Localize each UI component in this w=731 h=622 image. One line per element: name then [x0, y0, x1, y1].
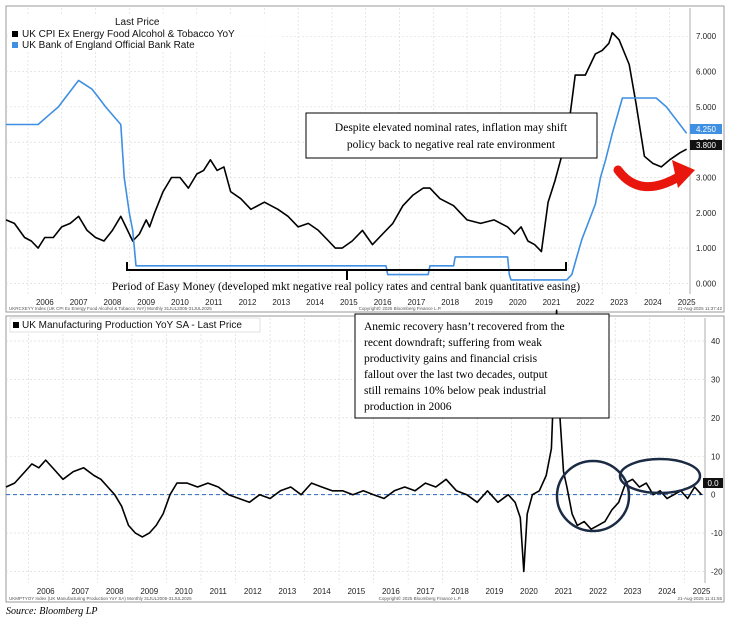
- y-tick-label: 1.000: [696, 244, 717, 253]
- footer-top-left: UKRCXEYY Index (UK CPI Ex Energy Food Al…: [9, 306, 212, 311]
- y-tick-label: 5.000: [696, 103, 717, 112]
- x-tick-label: 2021: [543, 298, 561, 307]
- x-tick-label: 2023: [624, 587, 642, 596]
- top-legend: Last Price UK CPI Ex Energy Food Alcohol…: [10, 16, 280, 52]
- bottom-chart-title: UK Manufacturing Production YoY SA - Las…: [22, 320, 242, 331]
- svg-text:policy back to negative real r: policy back to negative real rate enviro…: [347, 139, 556, 151]
- x-tick-label: 2007: [70, 298, 88, 307]
- last-value-bank-rate: 4.250: [690, 124, 722, 134]
- x-tick-label: 2015: [340, 298, 358, 307]
- x-tick-label: 2017: [417, 587, 435, 596]
- svg-text:Anemic recovery hasn’t recover: Anemic recovery hasn’t recovered from th…: [364, 321, 565, 333]
- easy-money-label: Period of Easy Money (developed mkt nega…: [112, 281, 580, 293]
- x-tick-label: 2012: [244, 587, 262, 596]
- legend-cpi: UK CPI Ex Energy Food Alcohol & Tobacco …: [22, 29, 235, 40]
- y-tick-label: 20: [711, 414, 720, 423]
- x-tick-label: 2013: [272, 298, 290, 307]
- x-tick-label: 2011: [210, 587, 228, 596]
- footer-bottom-right: 21-Aug-2025 11:41:55: [678, 596, 723, 601]
- x-tick-label: 2010: [171, 298, 189, 307]
- x-tick-label: 2013: [278, 587, 296, 596]
- legend-swatch-bank-rate: [12, 42, 18, 48]
- x-tick-label: 2018: [451, 587, 469, 596]
- y-tick-label: 0.000: [696, 279, 717, 288]
- y-tick-label: 0: [711, 491, 716, 500]
- x-tick-label: 2018: [441, 298, 459, 307]
- last-value-manufacturing: 0.0: [703, 478, 723, 488]
- x-tick-label: 2010: [175, 587, 193, 596]
- x-tick-label: 2020: [520, 587, 538, 596]
- x-tick-label: 2009: [137, 298, 155, 307]
- legend-swatch-cpi: [12, 31, 18, 37]
- svg-text:0.0: 0.0: [707, 479, 719, 488]
- manufacturing-annotation: Anemic recovery hasn’t recovered from th…: [354, 313, 610, 419]
- x-tick-label: 2024: [658, 587, 676, 596]
- ellipse-highlight-2022: [555, 459, 631, 533]
- x-tick-label: 2022: [576, 298, 594, 307]
- x-tick-label: 2007: [71, 587, 89, 596]
- easy-money-bracket: Period of Easy Money (developed mkt nega…: [112, 262, 580, 293]
- x-tick-label: 2019: [475, 298, 493, 307]
- y-tick-label: -20: [711, 567, 723, 576]
- x-tick-label: 2019: [486, 587, 504, 596]
- series-line-0: [5, 31, 687, 253]
- y-tick-label: 6.000: [696, 68, 717, 77]
- red-curved-arrow-icon: [613, 160, 695, 192]
- x-tick-label: 2006: [36, 298, 54, 307]
- svg-text:recent downdraft; suffering fr: recent downdraft; suffering from weak: [364, 337, 542, 349]
- y-tick-label: 40: [711, 337, 720, 346]
- y-tick-label: 30: [711, 375, 720, 384]
- x-tick-label: 2022: [589, 587, 607, 596]
- last-value-cpi: 3.800: [690, 140, 722, 150]
- x-tick-label: 2021: [555, 587, 573, 596]
- source-note: Source: Bloomberg LP: [6, 606, 97, 617]
- svg-text:3.800: 3.800: [696, 141, 717, 150]
- x-tick-label: 2016: [374, 298, 392, 307]
- y-tick-label: -10: [711, 529, 723, 538]
- x-tick-label: 2009: [140, 587, 158, 596]
- policy-annotation: Despite elevated nominal rates, inflatio…: [305, 112, 598, 159]
- y-tick-label: 7.000: [696, 32, 717, 41]
- top-panel-frame: [5, 5, 725, 313]
- svg-text:production in 2006: production in 2006: [364, 401, 452, 413]
- ellipse-highlight-2024: [618, 457, 702, 495]
- footer-top-center: Copyright© 2025 Bloomberg Finance L.P.: [359, 305, 442, 311]
- cpi-bank-rate-panel: 0.0001.0002.0003.0004.0005.0006.0007.000…: [5, 5, 725, 313]
- x-tick-label: 2024: [644, 298, 662, 307]
- svg-text:fallout over the last two deca: fallout over the last two decades, outpu…: [364, 369, 548, 381]
- x-tick-label: 2008: [106, 587, 124, 596]
- manufacturing-panel: -20 -10 0 10 20 30 40 2006 2007 2008 2009 2010 2011…: [5, 309, 725, 603]
- svg-text:productivity gains and financi: productivity gains and financial crisis: [364, 353, 538, 365]
- svg-text:Despite elevated nominal rates: Despite elevated nominal rates, inflatio…: [335, 122, 568, 134]
- x-tick-label: 2014: [306, 298, 324, 307]
- footer-bottom-center: Copyright© 2025 Bloomberg Finance L.P.: [379, 595, 462, 601]
- x-tick-label: 2025: [678, 298, 696, 307]
- x-tick-label: 2023: [610, 298, 628, 307]
- x-tick-label: 2006: [37, 587, 55, 596]
- x-tick-label: 2016: [382, 587, 400, 596]
- x-tick-label: 2008: [104, 298, 122, 307]
- svg-text:4.250: 4.250: [696, 125, 717, 134]
- x-tick-label: 2017: [408, 298, 426, 307]
- footer-bottom-left: UKMPTYOY Index (UK Manufacturing Product…: [9, 596, 192, 601]
- svg-text:still remains 10% below peak i: still remains 10% below peak industrial: [364, 385, 546, 397]
- series-line-0: [5, 309, 703, 573]
- x-tick-label: 2025: [693, 587, 711, 596]
- x-tick-label: 2014: [313, 587, 331, 596]
- legend-title: Last Price: [115, 17, 160, 28]
- y-tick-label: 10: [711, 452, 720, 461]
- x-tick-label: 2012: [239, 298, 257, 307]
- footer-top-right: 21-Aug-2025 11:37:42: [678, 306, 723, 311]
- x-tick-label: 2015: [347, 587, 365, 596]
- series-line-1: [6, 79, 688, 281]
- legend-bank-rate: UK Bank of England Official Bank Rate: [22, 40, 195, 51]
- x-tick-label: 2011: [205, 298, 223, 307]
- y-tick-label: 3.000: [696, 173, 717, 182]
- bottom-legend: UK Manufacturing Production YoY SA - Las…: [9, 317, 261, 333]
- x-tick-label: 2020: [509, 298, 527, 307]
- y-tick-label: 2.000: [696, 209, 717, 218]
